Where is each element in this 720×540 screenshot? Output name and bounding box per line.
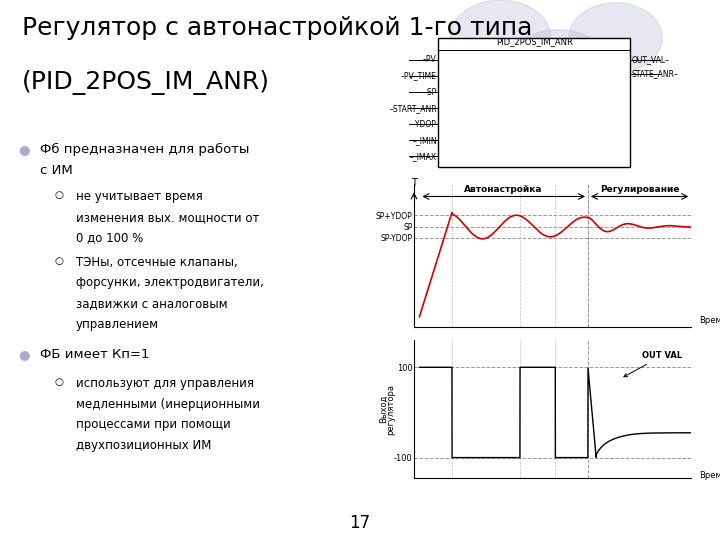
Text: –_IMAX: –_IMAX [410,152,437,161]
Text: задвижки с аналоговым: задвижки с аналоговым [76,297,228,310]
Text: T: T [411,178,417,188]
Text: ТЭНы, отсечные клапаны,: ТЭНы, отсечные клапаны, [76,256,238,269]
Text: ○: ○ [54,190,63,200]
Text: процессами при помощи: процессами при помощи [76,418,230,431]
Text: Фб предназначен для работы: Фб предназначен для работы [40,143,249,156]
Text: форсунки, электродвигатели,: форсунки, электродвигатели, [76,276,264,289]
Text: –_IMIN: –_IMIN [413,136,437,145]
Text: –SP: –SP [423,87,437,97]
Text: управлением: управлением [76,318,158,330]
Text: используют для управления: используют для управления [76,377,253,390]
Text: Время: Время [699,471,720,480]
Text: –PV: –PV [423,56,437,64]
Text: изменения вых. мощности от: изменения вых. мощности от [76,211,259,224]
Text: STATE_ANR–: STATE_ANR– [631,69,678,78]
Text: ○: ○ [54,377,63,387]
Text: Регулирование: Регулирование [600,185,679,194]
Text: двухпозиционных ИМ: двухпозиционных ИМ [76,438,211,451]
Text: ○: ○ [54,256,63,266]
Text: медленными (инерционными: медленными (инерционными [76,397,260,410]
Text: ●: ● [18,143,30,156]
Text: с ИМ: с ИМ [40,164,72,177]
Text: Регулятор с автонастройкой 1-го типа: Регулятор с автонастройкой 1-го типа [22,16,532,40]
Text: Автонастройка: Автонастройка [464,185,543,194]
Text: не учитывает время: не учитывает время [76,190,202,203]
Text: Выход: Выход [379,395,388,423]
Text: 0 до 100 %: 0 до 100 % [76,231,143,244]
Text: OUT_VAL–: OUT_VAL– [631,56,670,64]
Text: OUT VAL: OUT VAL [624,351,683,377]
Text: ●: ● [18,348,30,361]
Bar [438,38,630,167]
Text: (PID_2POS_IM_ANR): (PID_2POS_IM_ANR) [22,70,269,95]
Text: регулятора: регулятора [386,383,395,435]
Text: ФБ имеет Кп=1: ФБ имеет Кп=1 [40,348,149,361]
Text: –YDOP: –YDOP [412,120,437,129]
Text: –START_ANR: –START_ANR [390,104,437,113]
Text: 17: 17 [349,514,371,532]
Text: Время: Время [699,316,720,326]
Text: PID_2POS_IM_ANR: PID_2POS_IM_ANR [496,38,572,46]
Text: –PV_TIME: –PV_TIME [401,71,437,80]
